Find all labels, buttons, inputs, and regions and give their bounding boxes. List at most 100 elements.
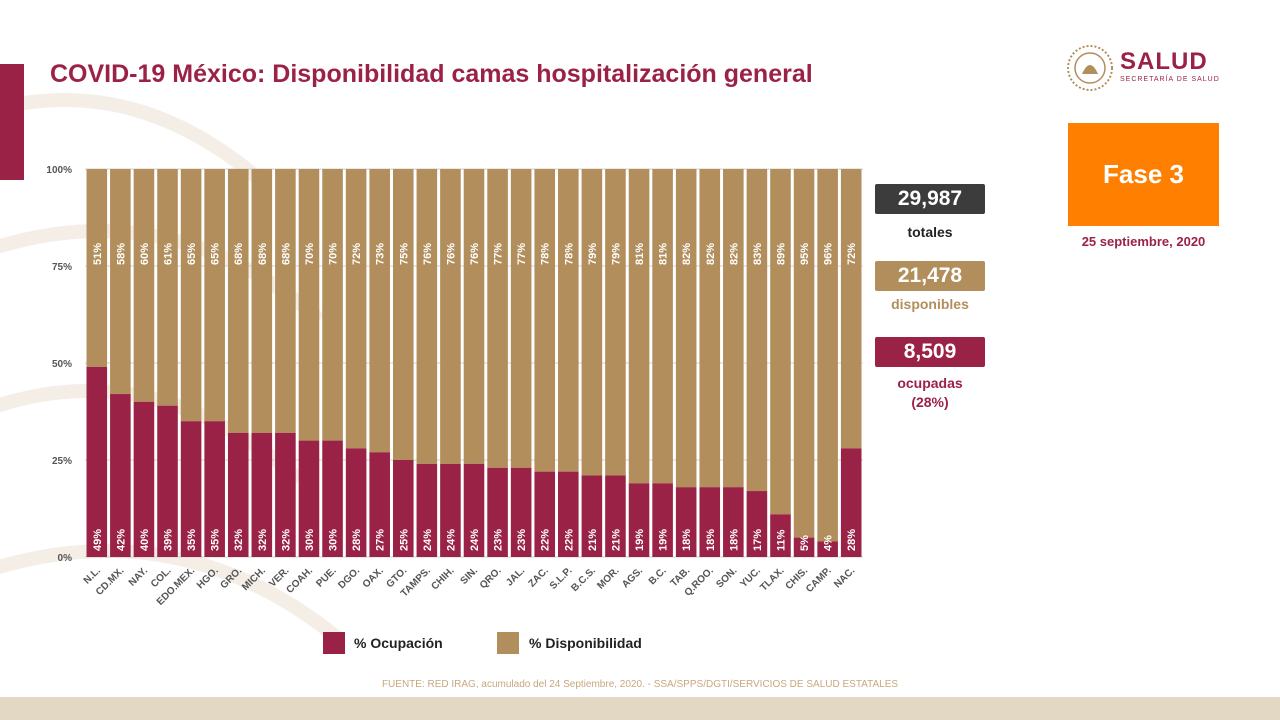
bar-occupied bbox=[510, 467, 532, 557]
data-label-available: 72% bbox=[846, 243, 858, 265]
bar-occupied bbox=[840, 448, 862, 557]
bar-available bbox=[581, 169, 603, 476]
data-label-available: 76% bbox=[445, 243, 457, 265]
y-tick-label: 50% bbox=[52, 359, 72, 370]
bar-available bbox=[652, 169, 673, 484]
bar-occupied bbox=[628, 483, 650, 557]
logo-name: SALUD bbox=[1120, 48, 1208, 75]
bar-available bbox=[746, 169, 768, 492]
data-label-occupied: 24% bbox=[445, 529, 457, 551]
data-label-occupied: 11% bbox=[775, 529, 787, 551]
bar-available bbox=[510, 169, 532, 468]
bar-occupied bbox=[723, 487, 744, 557]
data-label-occupied: 4% bbox=[823, 535, 835, 551]
legend-swatch-occupied bbox=[323, 632, 345, 654]
y-tick-label: 100% bbox=[46, 165, 72, 176]
bar-occupied bbox=[581, 475, 603, 557]
data-label-occupied: 32% bbox=[257, 529, 269, 551]
data-label-occupied: 22% bbox=[563, 529, 575, 551]
bar-occupied bbox=[746, 491, 768, 557]
bar-occupied bbox=[251, 432, 273, 557]
bar-occupied bbox=[86, 366, 108, 557]
data-label-occupied: 23% bbox=[493, 529, 505, 551]
data-label-available: 76% bbox=[469, 243, 481, 265]
bar-occupied bbox=[534, 471, 556, 557]
available-beds-label: disponibles bbox=[891, 296, 969, 312]
bar-available bbox=[298, 169, 320, 441]
data-label-occupied: 19% bbox=[658, 529, 670, 551]
source-note: FUENTE: RED IRAG, acumulado del 24 Septi… bbox=[381, 679, 899, 690]
data-label-occupied: 32% bbox=[280, 529, 292, 551]
data-label-available: 68% bbox=[233, 243, 245, 265]
bar-available bbox=[558, 169, 579, 472]
occupied-beds-label: ocupadas bbox=[897, 375, 963, 391]
bar-available bbox=[251, 169, 273, 433]
total-beds-label: totales bbox=[907, 224, 953, 240]
category-label: ZAC. bbox=[527, 565, 551, 589]
data-label-occupied: 21% bbox=[587, 529, 599, 551]
bar-available bbox=[463, 169, 485, 464]
bar-available bbox=[133, 169, 155, 402]
bar-occupied bbox=[180, 421, 202, 557]
bar-occupied bbox=[652, 483, 673, 557]
category-label: COAH. bbox=[285, 565, 316, 596]
data-label-occupied: 19% bbox=[634, 529, 646, 551]
category-label: MICH. bbox=[240, 565, 268, 593]
y-tick-label: 25% bbox=[52, 456, 72, 467]
bar-available bbox=[817, 169, 838, 542]
data-label-available: 89% bbox=[775, 243, 787, 265]
data-label-occupied: 27% bbox=[375, 529, 387, 551]
bar-occupied bbox=[345, 448, 367, 557]
data-label-occupied: 35% bbox=[210, 529, 222, 551]
bar-occupied bbox=[157, 405, 178, 557]
category-label: AGS. bbox=[620, 565, 645, 590]
category-label: CHIH. bbox=[430, 565, 457, 592]
data-label-available: 60% bbox=[139, 243, 151, 265]
data-label-available: 65% bbox=[210, 243, 222, 265]
data-label-occupied: 30% bbox=[328, 529, 340, 551]
bar-occupied bbox=[605, 475, 626, 557]
data-label-available: 68% bbox=[257, 243, 269, 265]
data-label-available: 78% bbox=[563, 243, 575, 265]
eagle-emblem-icon bbox=[1067, 45, 1113, 91]
data-label-occupied: 28% bbox=[351, 529, 363, 551]
category-label: DGO. bbox=[336, 565, 362, 591]
data-label-available: 82% bbox=[705, 243, 717, 265]
bar-occupied bbox=[558, 471, 579, 557]
category-label: PUE. bbox=[314, 565, 338, 589]
data-label-occupied: 17% bbox=[752, 529, 764, 551]
bar-occupied bbox=[298, 440, 320, 557]
data-label-available: 95% bbox=[799, 243, 811, 265]
data-label-occupied: 25% bbox=[398, 529, 410, 551]
bar-available bbox=[699, 169, 721, 488]
bar-available bbox=[605, 169, 626, 476]
data-label-available: 51% bbox=[92, 243, 104, 265]
data-label-available: 70% bbox=[304, 243, 316, 265]
bar-occupied bbox=[204, 421, 225, 557]
category-label: TLAX. bbox=[758, 565, 786, 593]
page-title: COVID-19 México: Disponibilidad camas ho… bbox=[50, 60, 813, 88]
category-label: SON. bbox=[714, 565, 739, 590]
bar-occupied bbox=[463, 463, 485, 557]
category-label: HGO. bbox=[195, 565, 221, 591]
bar-occupied bbox=[699, 487, 721, 557]
bar-occupied bbox=[793, 537, 815, 557]
data-label-occupied: 28% bbox=[846, 529, 858, 551]
footer-band bbox=[0, 697, 1280, 720]
category-label: NAC. bbox=[832, 565, 857, 590]
data-label-available: 79% bbox=[610, 243, 622, 265]
category-label: QRO. bbox=[478, 565, 504, 591]
category-label: MOR. bbox=[595, 565, 621, 591]
bar-available bbox=[770, 169, 791, 515]
data-label-available: 73% bbox=[375, 243, 387, 265]
bar-occupied bbox=[392, 460, 414, 557]
logo-subtitle: SECRETARÍA DE SALUD bbox=[1120, 76, 1220, 83]
occupied-beds-value: 8,509 bbox=[875, 337, 985, 367]
data-label-occupied: 24% bbox=[469, 529, 481, 551]
category-label: JAL. bbox=[504, 565, 527, 588]
data-label-available: 70% bbox=[328, 243, 340, 265]
bar-occupied bbox=[322, 440, 343, 557]
data-label-available: 75% bbox=[398, 243, 410, 265]
bar-available bbox=[534, 169, 556, 472]
